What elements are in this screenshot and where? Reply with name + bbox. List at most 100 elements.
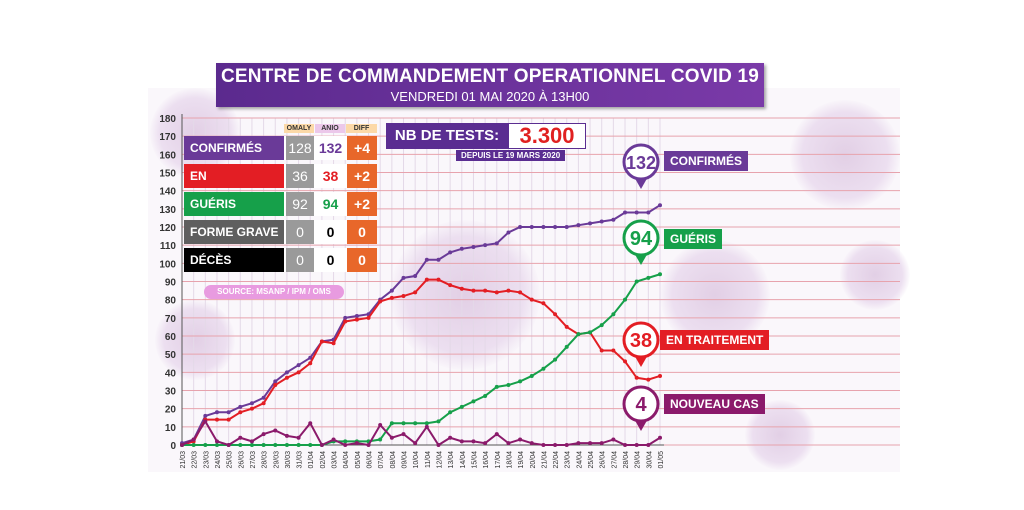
annotation-value: 4	[635, 394, 647, 416]
page-subtitle: VENDREDI 01 MAI 2020 À 13H00	[390, 89, 590, 104]
omaly-value: 0	[284, 248, 314, 272]
x-tick-label: 13/04	[448, 451, 455, 469]
anio-value: 94	[314, 192, 345, 216]
data-point-gu-ris	[564, 344, 569, 349]
data-point-confirm-s	[634, 210, 639, 215]
data-point-gu-ris	[471, 399, 476, 404]
data-point-nouveau-cas	[284, 433, 289, 438]
data-point-confirm-s	[424, 257, 429, 262]
data-point-gu-ris	[576, 332, 581, 337]
x-tick-label: 22/04	[553, 451, 560, 469]
x-tick-label: 27/04	[611, 451, 618, 469]
data-point-en-traitement	[448, 283, 453, 288]
y-tick-label: 180	[159, 114, 176, 125]
data-point-en-traitement	[238, 410, 243, 415]
x-tick-label: 11/04	[425, 451, 432, 468]
title-banner: CENTRE DE COMMANDEMENT OPERATIONNEL COVI…	[216, 63, 764, 107]
data-point-en-traitement	[599, 348, 604, 353]
data-point-gu-ris	[541, 366, 546, 371]
data-point-nouveau-cas	[494, 432, 499, 437]
data-point-gu-ris	[553, 357, 558, 362]
data-point-confirm-s	[413, 274, 418, 279]
data-point-confirm-s	[261, 395, 266, 400]
x-tick-label: 29/03	[273, 451, 280, 469]
x-tick-label: 12/04	[436, 451, 443, 469]
y-tick-label: 0	[170, 441, 176, 452]
data-point-nouveau-cas	[424, 424, 429, 429]
tests-label: NB DE TESTS:	[386, 123, 508, 149]
y-tick-label: 10	[165, 423, 177, 434]
virus-illustration-icon	[155, 300, 235, 380]
stats-row-traitement: EN TRAITEMENT 36 38 +2	[184, 164, 379, 207]
data-point-nouveau-cas	[646, 443, 651, 447]
y-tick-label: 60	[165, 332, 177, 343]
data-point-confirm-s	[343, 315, 348, 320]
x-tick-label: 30/04	[646, 451, 653, 469]
x-tick-label: 10/04	[413, 451, 420, 469]
data-point-nouveau-cas	[203, 419, 208, 424]
data-point-gu-ris	[634, 279, 639, 284]
data-point-nouveau-cas	[459, 439, 464, 444]
data-point-nouveau-cas	[366, 443, 371, 447]
stats-row-deces: DÉCÈS 0 0 0	[184, 248, 379, 272]
x-tick-label: 26/03	[238, 451, 245, 469]
annotation-value: 132	[626, 153, 656, 173]
data-point-gu-ris	[308, 443, 313, 447]
data-point-nouveau-cas	[529, 441, 534, 446]
anio-value: 38	[314, 164, 345, 188]
data-point-nouveau-cas	[354, 441, 359, 446]
y-tick-label: 90	[165, 278, 177, 289]
annotation-pin-circle	[622, 385, 660, 423]
data-point-gu-ris	[273, 443, 278, 447]
diff-value: +2	[345, 192, 377, 216]
virus-illustration-icon	[840, 240, 910, 310]
y-tick-label: 150	[159, 169, 176, 180]
data-point-en-traitement	[658, 373, 662, 378]
data-point-en-traitement	[331, 341, 336, 346]
data-point-confirm-s	[658, 203, 662, 208]
data-point-en-traitement	[424, 277, 429, 282]
x-tick-label: 25/03	[227, 451, 234, 469]
data-point-gu-ris	[401, 421, 406, 426]
diff-value: 0	[345, 220, 377, 244]
data-point-confirm-s	[459, 246, 464, 251]
data-point-nouveau-cas	[576, 441, 581, 446]
stats-row-confirmes: CONFIRMÉS 128 132 +4	[184, 136, 379, 160]
data-point-confirm-s	[308, 355, 313, 360]
stats-row-gueris: GUÉRIS 92 94 +2	[184, 192, 379, 216]
data-point-confirm-s	[214, 410, 219, 415]
data-point-en-traitement	[553, 312, 558, 317]
x-tick-label: 27/03	[250, 451, 257, 469]
x-tick-label: 21/04	[541, 451, 548, 469]
data-point-en-traitement	[401, 294, 406, 299]
data-point-en-traitement	[354, 317, 359, 322]
x-tick-label: 01/04	[308, 451, 315, 469]
x-tick-label: 19/04	[518, 451, 525, 469]
data-point-en-traitement	[296, 370, 301, 375]
data-point-en-traitement	[226, 417, 231, 422]
data-point-gu-ris	[413, 421, 418, 426]
data-point-en-traitement	[308, 361, 313, 366]
data-point-en-traitement	[623, 359, 628, 364]
data-point-en-traitement	[284, 375, 289, 380]
data-point-en-traitement	[378, 299, 383, 304]
data-point-confirm-s	[623, 210, 628, 215]
data-point-nouveau-cas	[658, 435, 662, 440]
data-point-gu-ris	[214, 443, 219, 447]
data-point-gu-ris	[506, 383, 511, 388]
data-point-nouveau-cas	[448, 435, 453, 440]
data-point-gu-ris	[658, 272, 662, 277]
data-point-gu-ris	[238, 443, 243, 447]
data-point-gu-ris	[249, 443, 254, 447]
data-point-en-traitement	[343, 319, 348, 324]
data-point-en-traitement	[564, 324, 569, 329]
data-point-nouveau-cas	[180, 443, 184, 447]
data-point-gu-ris	[483, 393, 488, 398]
data-point-en-traitement	[249, 406, 254, 411]
data-point-nouveau-cas	[413, 441, 418, 446]
x-tick-label: 17/04	[495, 451, 502, 469]
data-point-gu-ris	[191, 443, 196, 447]
x-tick-label: 04/04	[343, 451, 350, 469]
data-point-confirm-s	[553, 225, 558, 229]
x-tick-label: 26/04	[600, 451, 607, 469]
